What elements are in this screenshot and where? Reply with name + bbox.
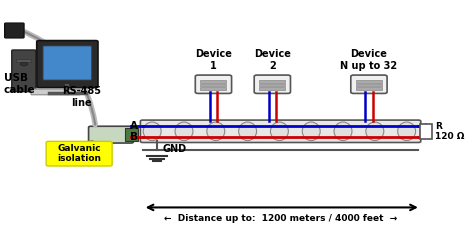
FancyBboxPatch shape (46, 141, 112, 166)
Text: Galvanic
isolation: Galvanic isolation (57, 144, 101, 163)
Bar (259, 84, 285, 86)
Bar (259, 87, 285, 90)
FancyBboxPatch shape (16, 59, 31, 62)
Text: RS-485
line: RS-485 line (62, 86, 101, 108)
Ellipse shape (302, 122, 320, 141)
FancyBboxPatch shape (351, 75, 387, 94)
Ellipse shape (334, 122, 352, 141)
Ellipse shape (207, 122, 225, 141)
Text: GND: GND (163, 144, 187, 154)
FancyBboxPatch shape (89, 126, 133, 143)
FancyBboxPatch shape (36, 41, 98, 88)
FancyBboxPatch shape (5, 23, 24, 38)
FancyBboxPatch shape (31, 89, 80, 95)
Text: ←  Distance up to:  1200 meters / 4000 feet  →: ← Distance up to: 1200 meters / 4000 fee… (164, 214, 397, 223)
Ellipse shape (238, 122, 256, 141)
FancyBboxPatch shape (43, 46, 92, 80)
Ellipse shape (366, 122, 384, 141)
Text: Device
1: Device 1 (195, 49, 232, 71)
Bar (201, 80, 227, 83)
FancyBboxPatch shape (254, 75, 291, 94)
Ellipse shape (175, 122, 193, 141)
FancyBboxPatch shape (420, 124, 432, 139)
Bar (201, 87, 227, 90)
Bar (356, 80, 382, 83)
Circle shape (20, 62, 28, 66)
Text: Device
N up to 32: Device N up to 32 (340, 49, 398, 71)
FancyBboxPatch shape (140, 120, 421, 143)
FancyBboxPatch shape (125, 128, 137, 141)
FancyBboxPatch shape (195, 75, 232, 94)
Ellipse shape (143, 122, 161, 141)
Ellipse shape (398, 122, 416, 141)
Bar (201, 84, 227, 86)
FancyBboxPatch shape (12, 50, 36, 92)
Text: USB
cable: USB cable (4, 73, 36, 95)
Ellipse shape (271, 122, 288, 141)
Bar (356, 84, 382, 86)
Text: A: A (130, 121, 138, 131)
Text: R
120 Ω: R 120 Ω (435, 122, 465, 141)
Text: Device
2: Device 2 (254, 49, 291, 71)
Bar (356, 87, 382, 90)
Text: B: B (130, 132, 138, 142)
Bar (259, 80, 285, 83)
